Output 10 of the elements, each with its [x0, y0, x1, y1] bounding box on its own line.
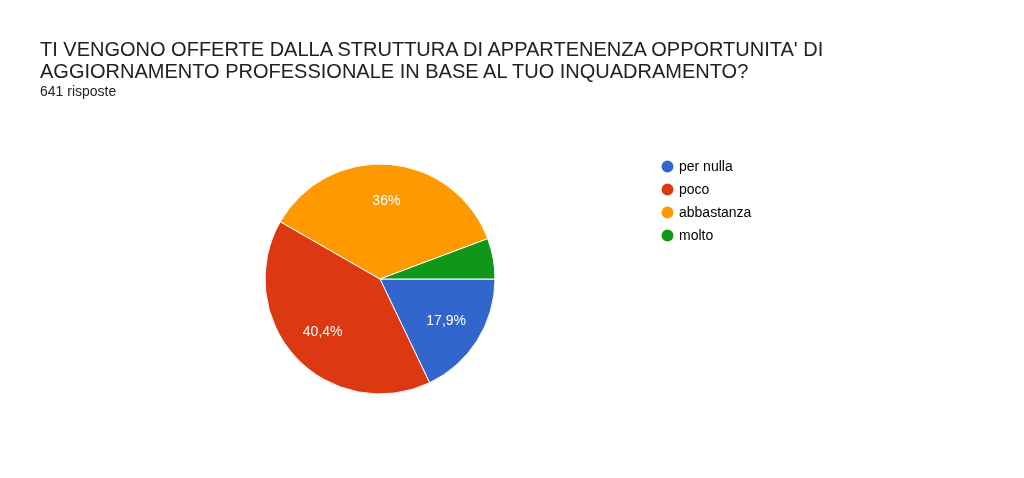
legend-label: poco [679, 180, 710, 197]
legend-label: molto [679, 226, 714, 243]
text: 641 risposte [40, 83, 117, 99]
text: TI VENGONO OFFERTE DALLA STRUTTURA DI APPARTENENZA OPPORTUNITA' DI [40, 38, 824, 60]
data-label: 17,9% [426, 311, 467, 328]
data-label: 36% [372, 192, 401, 209]
text: AGGIORNAMENTO PROFESSIONALE IN BASE AL TUO INQUADRAMENTO? [40, 60, 749, 82]
legend-label: per nulla [679, 157, 733, 174]
legend-label: abbastanza [679, 203, 752, 220]
data-label: 40,4% [302, 323, 343, 340]
